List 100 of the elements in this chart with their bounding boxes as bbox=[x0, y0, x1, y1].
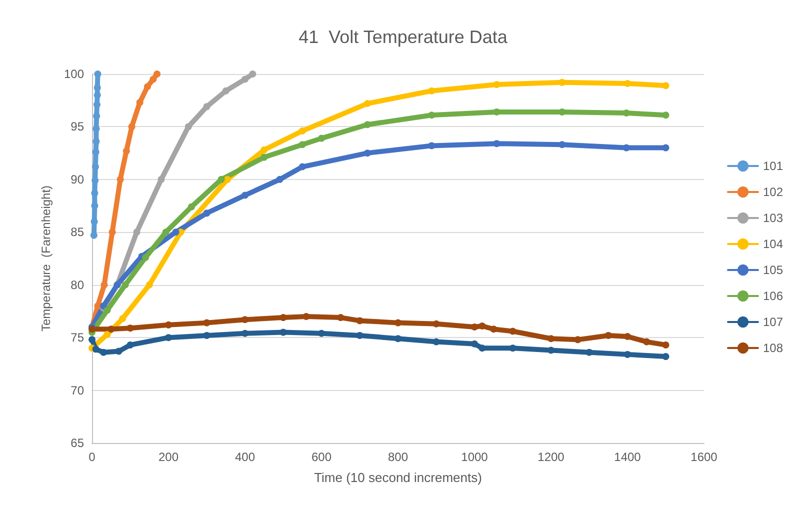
point bbox=[298, 141, 306, 148]
point bbox=[142, 254, 150, 261]
point bbox=[92, 138, 100, 145]
point bbox=[203, 103, 210, 110]
point bbox=[260, 146, 268, 154]
y-tick-label: 65 bbox=[70, 436, 84, 450]
point bbox=[126, 341, 134, 348]
point bbox=[188, 203, 195, 210]
point bbox=[364, 100, 371, 108]
point bbox=[548, 335, 554, 342]
point bbox=[108, 326, 115, 333]
point bbox=[144, 83, 151, 90]
point bbox=[364, 121, 371, 128]
point bbox=[298, 127, 306, 134]
point bbox=[93, 101, 100, 108]
point bbox=[242, 330, 248, 337]
legend-label: 106 bbox=[762, 289, 784, 303]
point bbox=[394, 335, 402, 342]
point bbox=[122, 147, 130, 154]
point bbox=[280, 314, 287, 322]
legend-label: 108 bbox=[762, 341, 784, 355]
point bbox=[493, 108, 500, 116]
point bbox=[604, 332, 612, 339]
point bbox=[493, 81, 500, 88]
point bbox=[94, 84, 101, 92]
point bbox=[100, 281, 108, 288]
point bbox=[93, 112, 100, 120]
point bbox=[548, 346, 554, 354]
point bbox=[150, 76, 157, 83]
point bbox=[249, 70, 256, 78]
point bbox=[337, 314, 344, 322]
point bbox=[90, 218, 98, 226]
y-tick-label: 80 bbox=[70, 278, 84, 292]
point bbox=[662, 112, 670, 119]
point bbox=[104, 330, 111, 338]
point bbox=[90, 232, 98, 239]
point bbox=[394, 319, 402, 326]
point bbox=[356, 332, 364, 339]
point bbox=[222, 87, 230, 94]
point bbox=[318, 330, 325, 337]
point bbox=[122, 281, 129, 288]
point bbox=[92, 148, 100, 156]
point bbox=[100, 302, 107, 310]
point bbox=[92, 346, 100, 353]
point bbox=[428, 87, 436, 94]
point bbox=[100, 348, 107, 356]
point bbox=[662, 144, 670, 152]
x-tick-label: 600 bbox=[311, 450, 332, 464]
point bbox=[165, 321, 172, 328]
point bbox=[624, 333, 631, 340]
legend-label: 102 bbox=[762, 185, 784, 199]
point bbox=[478, 322, 486, 330]
point bbox=[115, 348, 122, 355]
point bbox=[471, 324, 478, 331]
y-tick-label: 90 bbox=[70, 172, 84, 186]
point bbox=[298, 163, 306, 170]
point bbox=[119, 315, 126, 322]
point bbox=[509, 344, 516, 352]
chart-title: 41 Volt Temperature Data bbox=[298, 27, 508, 47]
point bbox=[224, 176, 231, 183]
point bbox=[622, 110, 630, 117]
point bbox=[218, 176, 225, 183]
point bbox=[662, 82, 670, 90]
point bbox=[622, 144, 630, 152]
x-tick-label: 1400 bbox=[614, 450, 642, 464]
y-axis-title: Temperature (Farenheight) bbox=[39, 185, 53, 332]
point bbox=[158, 176, 165, 183]
legend-label: 103 bbox=[762, 211, 784, 225]
x-tick-label: 1600 bbox=[690, 450, 718, 464]
point bbox=[104, 306, 111, 314]
point bbox=[126, 324, 134, 332]
point bbox=[88, 336, 96, 344]
x-tick-label: 800 bbox=[388, 450, 408, 464]
point bbox=[92, 176, 99, 184]
legend-label: 104 bbox=[762, 237, 784, 251]
point bbox=[146, 281, 153, 288]
x-tick-label: 1200 bbox=[538, 450, 565, 464]
point bbox=[428, 142, 436, 150]
point bbox=[184, 123, 192, 130]
point bbox=[136, 98, 144, 106]
point bbox=[203, 210, 210, 217]
point bbox=[428, 112, 436, 119]
point bbox=[558, 108, 566, 116]
point bbox=[662, 341, 670, 348]
point bbox=[558, 78, 566, 86]
point bbox=[364, 150, 371, 157]
point bbox=[108, 228, 116, 236]
point bbox=[643, 338, 650, 346]
point bbox=[302, 312, 310, 320]
point bbox=[165, 334, 172, 342]
point bbox=[624, 80, 631, 87]
point bbox=[318, 134, 325, 142]
point bbox=[586, 348, 593, 356]
x-tick-label: 200 bbox=[158, 450, 179, 464]
point bbox=[276, 176, 284, 183]
point bbox=[91, 202, 98, 210]
point bbox=[662, 353, 670, 360]
point bbox=[260, 154, 268, 161]
point bbox=[91, 190, 98, 197]
point bbox=[92, 125, 100, 132]
